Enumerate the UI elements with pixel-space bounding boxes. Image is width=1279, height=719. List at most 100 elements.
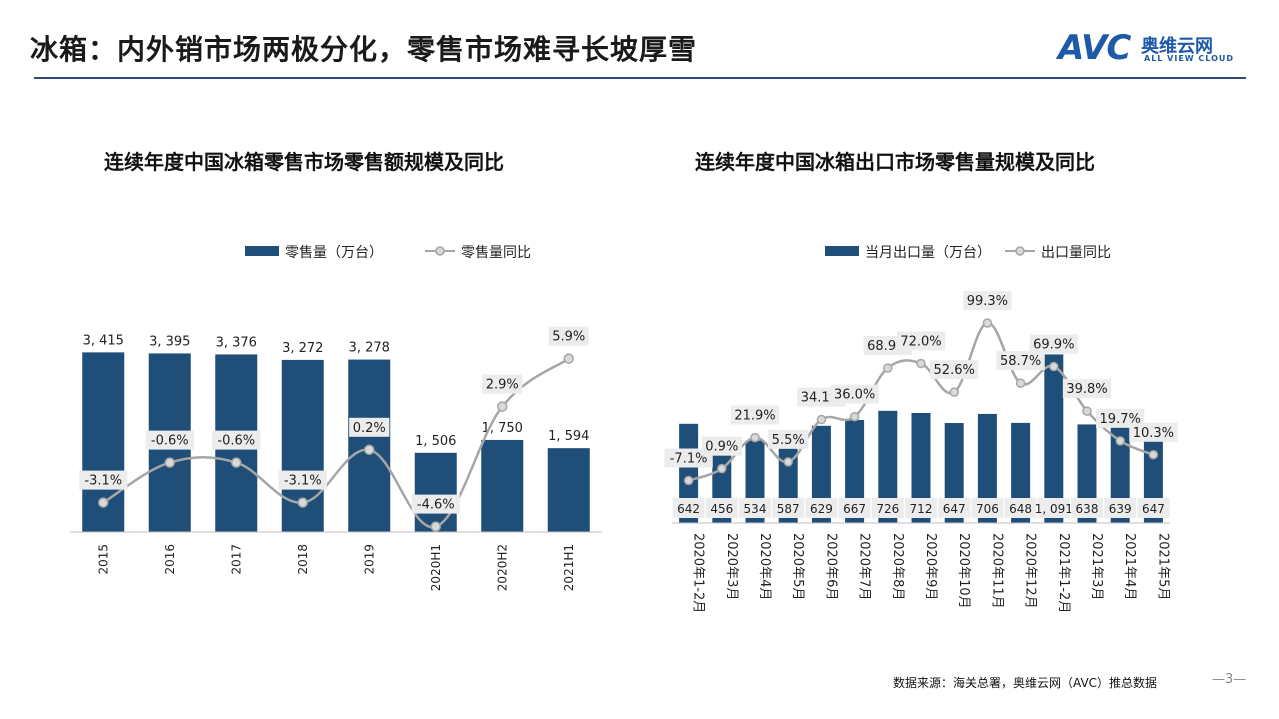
bar-label-box	[1104, 498, 1137, 518]
data-label-box	[1062, 379, 1112, 399]
data-label-box	[963, 291, 1012, 311]
data-label-box	[701, 436, 742, 456]
x-tick-label: 2020H2	[495, 544, 509, 591]
line-data-label: 2.9%	[486, 378, 519, 393]
line-data-label: 99.3%	[967, 294, 1008, 309]
bar-label-box	[905, 498, 937, 518]
bar	[845, 419, 865, 523]
bar-data-label: 726	[876, 502, 899, 516]
legend-bar-swatch	[825, 246, 859, 256]
data-label-box	[145, 430, 194, 450]
bar-label-box	[1137, 498, 1170, 518]
bar-label-box	[805, 498, 838, 518]
legend-bar-label: 当月出口量（万台）	[865, 245, 991, 261]
bar-label-box	[1071, 498, 1103, 518]
export-chart: 当月出口量（万台） 出口量同比 642 2020年1-2月 456 2020年3月 534 2…	[664, 245, 1178, 613]
line-data-label: 10.3%	[1133, 426, 1174, 441]
legend-bar-swatch	[245, 246, 279, 256]
yoy-point	[231, 457, 242, 468]
bar-data-label: 3, 395	[149, 334, 190, 349]
bar-data-label: 706	[976, 502, 999, 516]
bar-data-label: 3, 278	[349, 341, 390, 356]
data-label-box	[411, 494, 460, 514]
data-label-box	[482, 374, 523, 394]
legend-line-marker	[435, 246, 445, 256]
yoy-point	[750, 432, 760, 443]
legend-line-label: 零售量同比	[461, 245, 531, 261]
line-data-label: 21.9%	[734, 409, 775, 424]
data-label-box	[664, 448, 713, 468]
avc-logo: AVC 奥维云网 ALL VIEW CLOUD	[1058, 28, 1248, 70]
yoy-point	[364, 444, 375, 456]
line-data-label: -0.6%	[217, 434, 255, 449]
x-tick-label: 2020年3月	[724, 533, 739, 600]
data-label-box	[730, 405, 780, 425]
yoy-point	[1148, 450, 1159, 460]
line-data-label: -7.1%	[670, 452, 708, 467]
yoy-line	[102, 357, 570, 529]
yoy-point	[982, 318, 993, 328]
bar-data-label: 667	[843, 502, 866, 516]
x-tick-label: 2020年6月	[823, 533, 838, 600]
line-data-label: 5.5%	[772, 433, 805, 448]
yoy-point	[816, 414, 827, 425]
bar	[1011, 422, 1031, 523]
yoy-point	[98, 497, 109, 508]
bar-data-label: 3, 376	[216, 335, 257, 350]
right-chart-title: 连续年度中国冰箱出口市场零售量规模及同比	[695, 150, 1095, 174]
bar-data-label: 648	[1009, 502, 1032, 516]
data-label-box	[896, 331, 946, 351]
yoy-point	[883, 363, 893, 373]
x-tick-label: 2020年5月	[790, 533, 805, 600]
page-title: 冰箱：内外销市场两极分化，零售市场难寻长坡厚雪	[30, 33, 698, 66]
line-data-label: 69.9%	[1033, 338, 1074, 353]
line-data-label: -3.1%	[284, 474, 322, 489]
yoy-point	[297, 497, 308, 508]
data-label-box	[1129, 422, 1178, 442]
line-data-label: -0.6%	[151, 434, 189, 449]
bar-data-label: 647	[1142, 502, 1165, 516]
yoy-point	[430, 521, 441, 532]
yoy-point	[497, 401, 508, 412]
header-divider	[34, 77, 1246, 79]
bar	[481, 439, 524, 532]
legend-line-label: 出口量同比	[1041, 245, 1111, 261]
x-tick-label: 2021年4月	[1122, 533, 1137, 600]
bar-label-box	[938, 498, 971, 518]
line-data-label: 52.6%	[934, 363, 975, 378]
bar-data-label: 587	[777, 502, 800, 516]
data-source-note: 数据来源：海关总署，奥维云网（AVC）推总数据	[893, 676, 1158, 690]
bar	[911, 412, 931, 523]
data-label-box	[830, 384, 879, 404]
line-data-label: 0.9%	[705, 440, 738, 455]
bar-label-box	[1037, 498, 1070, 518]
bar-data-label: 629	[810, 502, 833, 516]
x-tick-label: 2020年10月	[956, 533, 971, 609]
bar-data-label: 647	[943, 502, 966, 516]
data-label-box	[768, 429, 809, 449]
logo-en-text: ALL VIEW CLOUD	[1144, 54, 1235, 63]
bar	[977, 413, 997, 523]
yoy-point	[1115, 436, 1125, 446]
x-tick-label: 2019	[362, 544, 376, 575]
logo-avc-text: AVC	[1058, 28, 1131, 68]
x-tick-label: 2021年5月	[1155, 533, 1170, 600]
bar	[1044, 354, 1064, 523]
yoy-point	[717, 463, 727, 474]
bar-label-box	[772, 498, 805, 518]
bar-data-label: 1, 506	[415, 434, 456, 449]
x-tick-label: 2021年1-2月	[1056, 533, 1071, 613]
line-data-label: 58.7%	[1000, 354, 1041, 369]
data-label-box	[996, 351, 1045, 371]
logo-cn-text: 奥维云网	[1141, 36, 1213, 57]
bar-label-box	[705, 498, 738, 518]
data-label-box	[278, 470, 327, 490]
line-data-label: 39.8%	[1066, 382, 1107, 397]
yoy-point	[683, 475, 694, 486]
x-tick-label: 2020年4月	[757, 533, 772, 600]
bar-label-box	[838, 498, 871, 518]
x-tick-label: 2018	[296, 544, 310, 575]
bar-label-box	[672, 498, 705, 518]
line-data-label: 36.0%	[834, 388, 875, 403]
x-tick-label: 2021年3月	[1089, 533, 1104, 600]
